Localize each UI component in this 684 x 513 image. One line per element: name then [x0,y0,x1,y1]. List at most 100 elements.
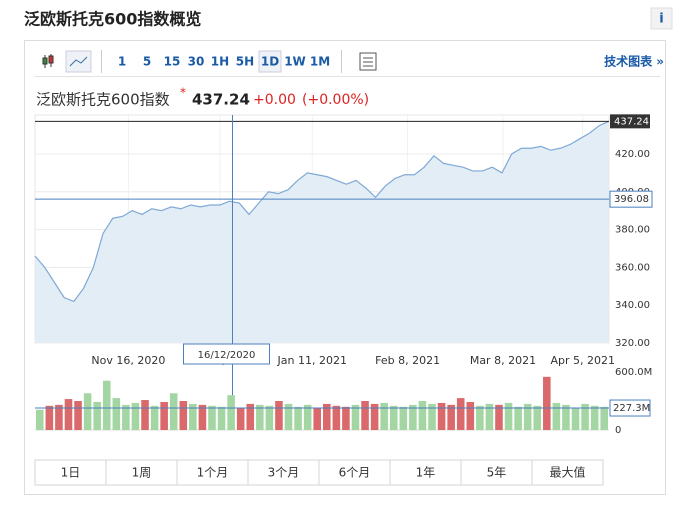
volume-bar [55,404,63,430]
volume-bar [189,403,197,430]
range-button[interactable] [389,459,462,486]
volume-bar [581,403,589,430]
volume-bar [485,403,494,430]
x-tick-label: Nov 16, 2020 [91,354,165,367]
range-button[interactable] [105,459,178,486]
range-button-label[interactable]: 1年 [416,466,436,480]
interval-button[interactable]: 30 [188,55,205,69]
volume-bar [437,402,446,430]
crosshair-x-box [182,343,270,365]
range-button-label[interactable]: 5年 [487,466,507,480]
volume-bar [265,405,274,430]
volume-bar [523,403,532,430]
volume-bar [227,395,235,430]
candle-icon[interactable] [42,54,54,68]
range-button-label[interactable]: 1周 [132,466,152,480]
volume-bar [74,401,82,430]
y-tick-label: 320.00 [615,338,650,349]
volume-bar [562,404,570,430]
volume-bar [83,393,92,430]
volume-bar [294,406,302,430]
quote-change: +0.00 [253,92,296,108]
volume-bar [303,404,312,430]
volume-bar [380,402,388,430]
price-area [35,121,609,344]
volume-bar [112,398,121,430]
volume-bar [600,406,608,430]
interval-button[interactable]: 1M [310,55,330,69]
volume-bar [533,405,542,430]
interval-button[interactable]: 5H [236,55,254,69]
y-tick-label: 360.00 [615,262,650,273]
crosshair-x-label: 16/12/2020 [198,350,256,361]
volume-bar [361,401,369,430]
volume-bar [514,406,522,430]
volume-bar [342,406,350,430]
volume-crosshair-label: 227.3M [613,403,650,414]
range-button-label[interactable]: 6个月 [339,466,371,480]
range-button-label[interactable]: 最大值 [549,465,585,480]
crosshair-y-label: 396.08 [614,194,649,205]
volume-bar [476,405,484,430]
quote-change-pct: (+0.00%) [302,92,369,108]
volume-bar [370,403,379,430]
x-tick-label: Feb 8, 2021 [375,354,440,367]
volume-bar [418,401,427,430]
volume-bar [102,380,111,430]
volume-bar [275,401,283,430]
range-button[interactable] [176,459,249,486]
x-tick-label: Mar 8, 2021 [470,354,536,367]
range-button-label[interactable]: 1日 [61,466,81,480]
crosshair-y-box [609,190,653,208]
volume-bar [256,404,264,430]
volume-tick-label: 600.0M [615,367,652,378]
range-button[interactable] [460,459,533,486]
quote-name: 泛欧斯托克600指数 [36,91,170,109]
volume-bar [208,405,216,430]
volume-bar [447,404,455,430]
range-button-label[interactable]: 3个月 [268,466,300,480]
interval-button[interactable]: 1W [284,55,306,69]
volume-bar [169,393,178,430]
volume-tick-label: 0 [615,425,621,436]
volume-bar [590,405,599,430]
quote-marker: * [180,86,186,100]
interval-button[interactable]: 15 [164,55,181,69]
interval-button[interactable]: 1H [211,55,229,69]
volume-bar [399,406,408,430]
volume-bar [571,407,580,430]
settings-icon[interactable] [359,52,377,71]
volume-bar [284,403,293,430]
volume-bar [246,403,255,430]
x-tick-label: Jan 11, 2021 [277,354,347,367]
range-button[interactable] [34,459,107,486]
volume-bar [351,404,360,430]
interval-active [258,50,282,73]
volume-bar [141,400,149,430]
volume-bar [552,402,561,430]
widget-frame [24,40,666,495]
y-tick-label: 340.00 [615,300,650,311]
volume-bar [160,401,168,430]
volume-bar [495,404,503,430]
volume-bar [313,407,321,430]
interval-button[interactable]: 1 [118,55,126,69]
volume-bar [93,401,101,430]
info-button[interactable] [650,7,673,30]
y-tick-label: 380.00 [615,225,650,236]
volume-bar [45,405,54,430]
info-icon[interactable]: i [659,12,663,27]
volume-bar [428,403,436,430]
range-button[interactable] [247,459,320,486]
last-value-box [610,114,650,129]
volume-bar [466,401,475,430]
x-tick-label: Apr 5, 2021 [550,354,615,367]
interval-button[interactable]: 5 [143,55,151,69]
range-button[interactable] [531,459,604,486]
range-button[interactable] [318,459,391,486]
tech-chart-link[interactable]: 技术图表 » [604,54,664,69]
interval-button[interactable]: 1D [261,55,279,69]
range-button-label[interactable]: 1个月 [197,466,229,480]
price-line [34,120,610,303]
